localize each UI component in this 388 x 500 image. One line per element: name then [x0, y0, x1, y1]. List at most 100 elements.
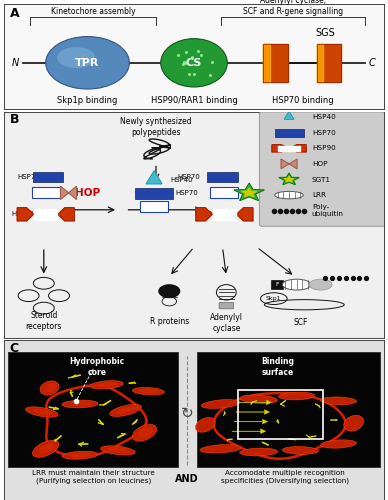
Ellipse shape [282, 446, 319, 454]
Text: AND: AND [175, 474, 199, 484]
Text: LRR must maintain their structure
(Purifying selection on leucines): LRR must maintain their structure (Purif… [32, 470, 155, 484]
Ellipse shape [33, 440, 59, 458]
Ellipse shape [33, 408, 53, 415]
Text: CS: CS [186, 58, 202, 68]
Text: HSP90: HSP90 [312, 146, 336, 152]
FancyBboxPatch shape [275, 129, 303, 136]
Ellipse shape [200, 444, 241, 453]
Polygon shape [146, 171, 162, 184]
Text: HSP70: HSP70 [312, 130, 336, 136]
FancyBboxPatch shape [135, 188, 173, 198]
Ellipse shape [62, 400, 98, 408]
Ellipse shape [110, 404, 142, 416]
Polygon shape [17, 208, 33, 221]
Ellipse shape [320, 440, 356, 448]
Polygon shape [284, 176, 294, 182]
Ellipse shape [309, 279, 332, 290]
Text: Hydrophobic
core: Hydrophobic core [69, 357, 125, 377]
FancyArrow shape [234, 419, 268, 424]
Polygon shape [284, 112, 294, 119]
Text: B: B [10, 112, 19, 126]
Ellipse shape [46, 36, 129, 89]
Ellipse shape [132, 424, 157, 441]
FancyArrow shape [236, 410, 270, 414]
Polygon shape [196, 208, 212, 221]
Ellipse shape [201, 400, 240, 408]
Polygon shape [272, 144, 288, 152]
Ellipse shape [70, 402, 92, 406]
Polygon shape [263, 44, 270, 82]
Text: Newly synthesized
polypeptides: Newly synthesized polypeptides [120, 117, 192, 137]
Ellipse shape [62, 451, 98, 459]
Ellipse shape [57, 47, 95, 68]
Polygon shape [263, 44, 288, 82]
Text: HSP90/RAR1 binding: HSP90/RAR1 binding [151, 96, 237, 105]
Ellipse shape [98, 382, 118, 387]
Text: C: C [10, 342, 19, 354]
FancyBboxPatch shape [210, 188, 239, 198]
Polygon shape [213, 209, 236, 220]
Text: A: A [10, 7, 19, 20]
Text: Skp1p binding: Skp1p binding [57, 96, 118, 105]
FancyBboxPatch shape [33, 172, 62, 182]
Ellipse shape [196, 418, 215, 432]
Text: HOP: HOP [312, 161, 327, 167]
Text: SGT1: SGT1 [312, 176, 331, 182]
Ellipse shape [45, 384, 56, 392]
Ellipse shape [90, 380, 123, 389]
Text: SCF: SCF [293, 318, 308, 326]
Ellipse shape [132, 388, 165, 395]
Text: Kinetochore assembly: Kinetochore assembly [51, 6, 135, 16]
Text: N: N [12, 58, 19, 68]
Text: SGS: SGS [315, 28, 335, 38]
Text: Skp1: Skp1 [266, 296, 282, 301]
Text: Accomodate multiple recognition
specificities (Diversifying selection): Accomodate multiple recognition specific… [221, 470, 349, 484]
Ellipse shape [240, 395, 277, 404]
Text: HOP: HOP [75, 188, 100, 198]
Polygon shape [317, 44, 341, 82]
Polygon shape [290, 144, 306, 152]
Ellipse shape [282, 279, 311, 290]
FancyArrow shape [232, 429, 266, 434]
Text: HSP90: HSP90 [194, 212, 217, 218]
Ellipse shape [139, 428, 153, 438]
FancyBboxPatch shape [9, 352, 178, 467]
Ellipse shape [39, 444, 55, 454]
Ellipse shape [264, 300, 344, 310]
Text: HSP70: HSP70 [17, 174, 40, 180]
Polygon shape [58, 208, 74, 221]
Text: TPR: TPR [75, 58, 100, 68]
FancyBboxPatch shape [197, 352, 379, 467]
Ellipse shape [320, 397, 357, 404]
Text: SGT1: SGT1 [258, 188, 288, 198]
Ellipse shape [70, 452, 92, 458]
Text: LRR: LRR [312, 192, 326, 198]
FancyArrow shape [238, 400, 272, 405]
Ellipse shape [140, 388, 159, 393]
Text: R proteins: R proteins [150, 317, 189, 326]
Polygon shape [237, 208, 253, 221]
Bar [238, 390, 323, 439]
Ellipse shape [158, 284, 180, 298]
Ellipse shape [26, 407, 58, 417]
Ellipse shape [344, 416, 364, 431]
Ellipse shape [161, 38, 227, 87]
Text: HSP40: HSP40 [170, 178, 193, 184]
Bar [271, 280, 282, 289]
Ellipse shape [240, 448, 277, 456]
Text: HSP90: HSP90 [12, 212, 34, 218]
Text: Poly-
ubiquitin: Poly- ubiquitin [312, 204, 344, 217]
Text: HSP70 binding: HSP70 binding [272, 96, 333, 105]
Polygon shape [278, 146, 300, 151]
FancyBboxPatch shape [219, 302, 234, 309]
Ellipse shape [279, 392, 315, 400]
Text: HSP70: HSP70 [175, 190, 198, 196]
Polygon shape [279, 173, 299, 184]
Polygon shape [61, 186, 76, 200]
Ellipse shape [100, 446, 135, 455]
Polygon shape [234, 184, 264, 200]
Text: HSP40: HSP40 [312, 114, 336, 120]
Text: Adenylyl
cyclase: Adenylyl cyclase [210, 313, 243, 333]
Ellipse shape [109, 448, 130, 453]
Text: Target: Target [312, 282, 329, 287]
